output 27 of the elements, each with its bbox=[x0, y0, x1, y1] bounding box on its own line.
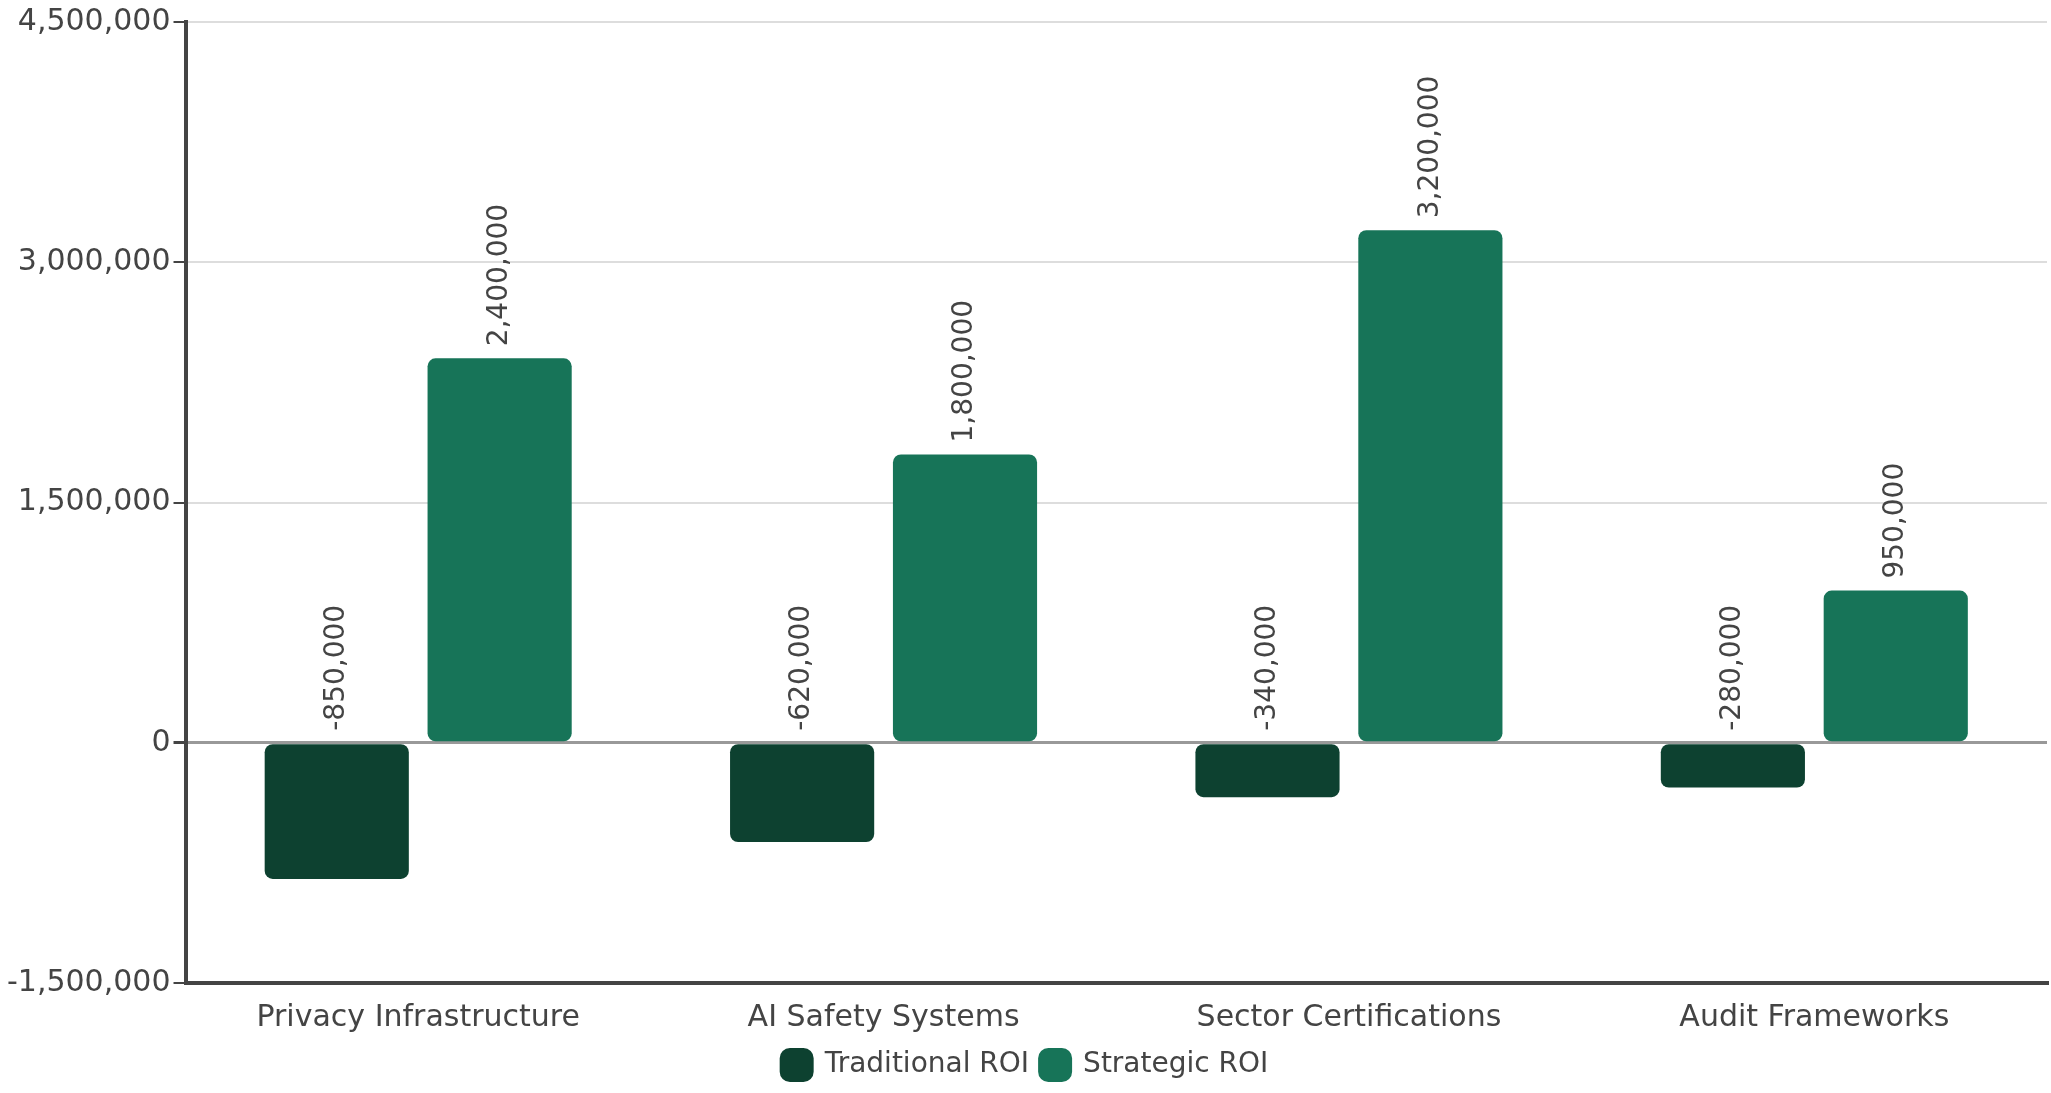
x-tick-label: Privacy Infrastructure bbox=[256, 997, 580, 1033]
bar bbox=[1823, 590, 1968, 742]
data-label: -340,000 bbox=[1248, 604, 1282, 731]
y-tick-label: 4,500,000 bbox=[17, 1, 171, 37]
y-tick-label: 1,500,000 bbox=[17, 482, 171, 518]
bar bbox=[1195, 744, 1340, 798]
data-label: 3,200,000 bbox=[1411, 75, 1445, 219]
bar bbox=[264, 744, 409, 879]
data-label: -850,000 bbox=[318, 604, 352, 731]
data-label: 2,400,000 bbox=[480, 203, 514, 347]
y-tick-label: 3,000,000 bbox=[17, 242, 171, 278]
data-label: 950,000 bbox=[1877, 462, 1911, 579]
data-label: -620,000 bbox=[783, 604, 817, 731]
legend-label: Strategic ROI bbox=[1083, 1046, 1269, 1080]
x-tick-label: Audit Frameworks bbox=[1679, 997, 1950, 1033]
data-label: -280,000 bbox=[1714, 604, 1748, 731]
bar bbox=[1358, 230, 1503, 742]
bar bbox=[892, 454, 1038, 742]
bar bbox=[730, 744, 875, 843]
y-tick-label: -1,500,000 bbox=[6, 962, 171, 998]
data-label: 1,800,000 bbox=[946, 299, 980, 443]
x-tick-label: Sector Certifications bbox=[1196, 997, 1502, 1033]
legend-label: Traditional ROI bbox=[823, 1046, 1030, 1080]
bar bbox=[427, 358, 572, 742]
y-tick-label: 0 bbox=[151, 722, 171, 758]
x-tick-label: AI Safety Systems bbox=[747, 997, 1020, 1033]
bar bbox=[1660, 744, 1805, 788]
